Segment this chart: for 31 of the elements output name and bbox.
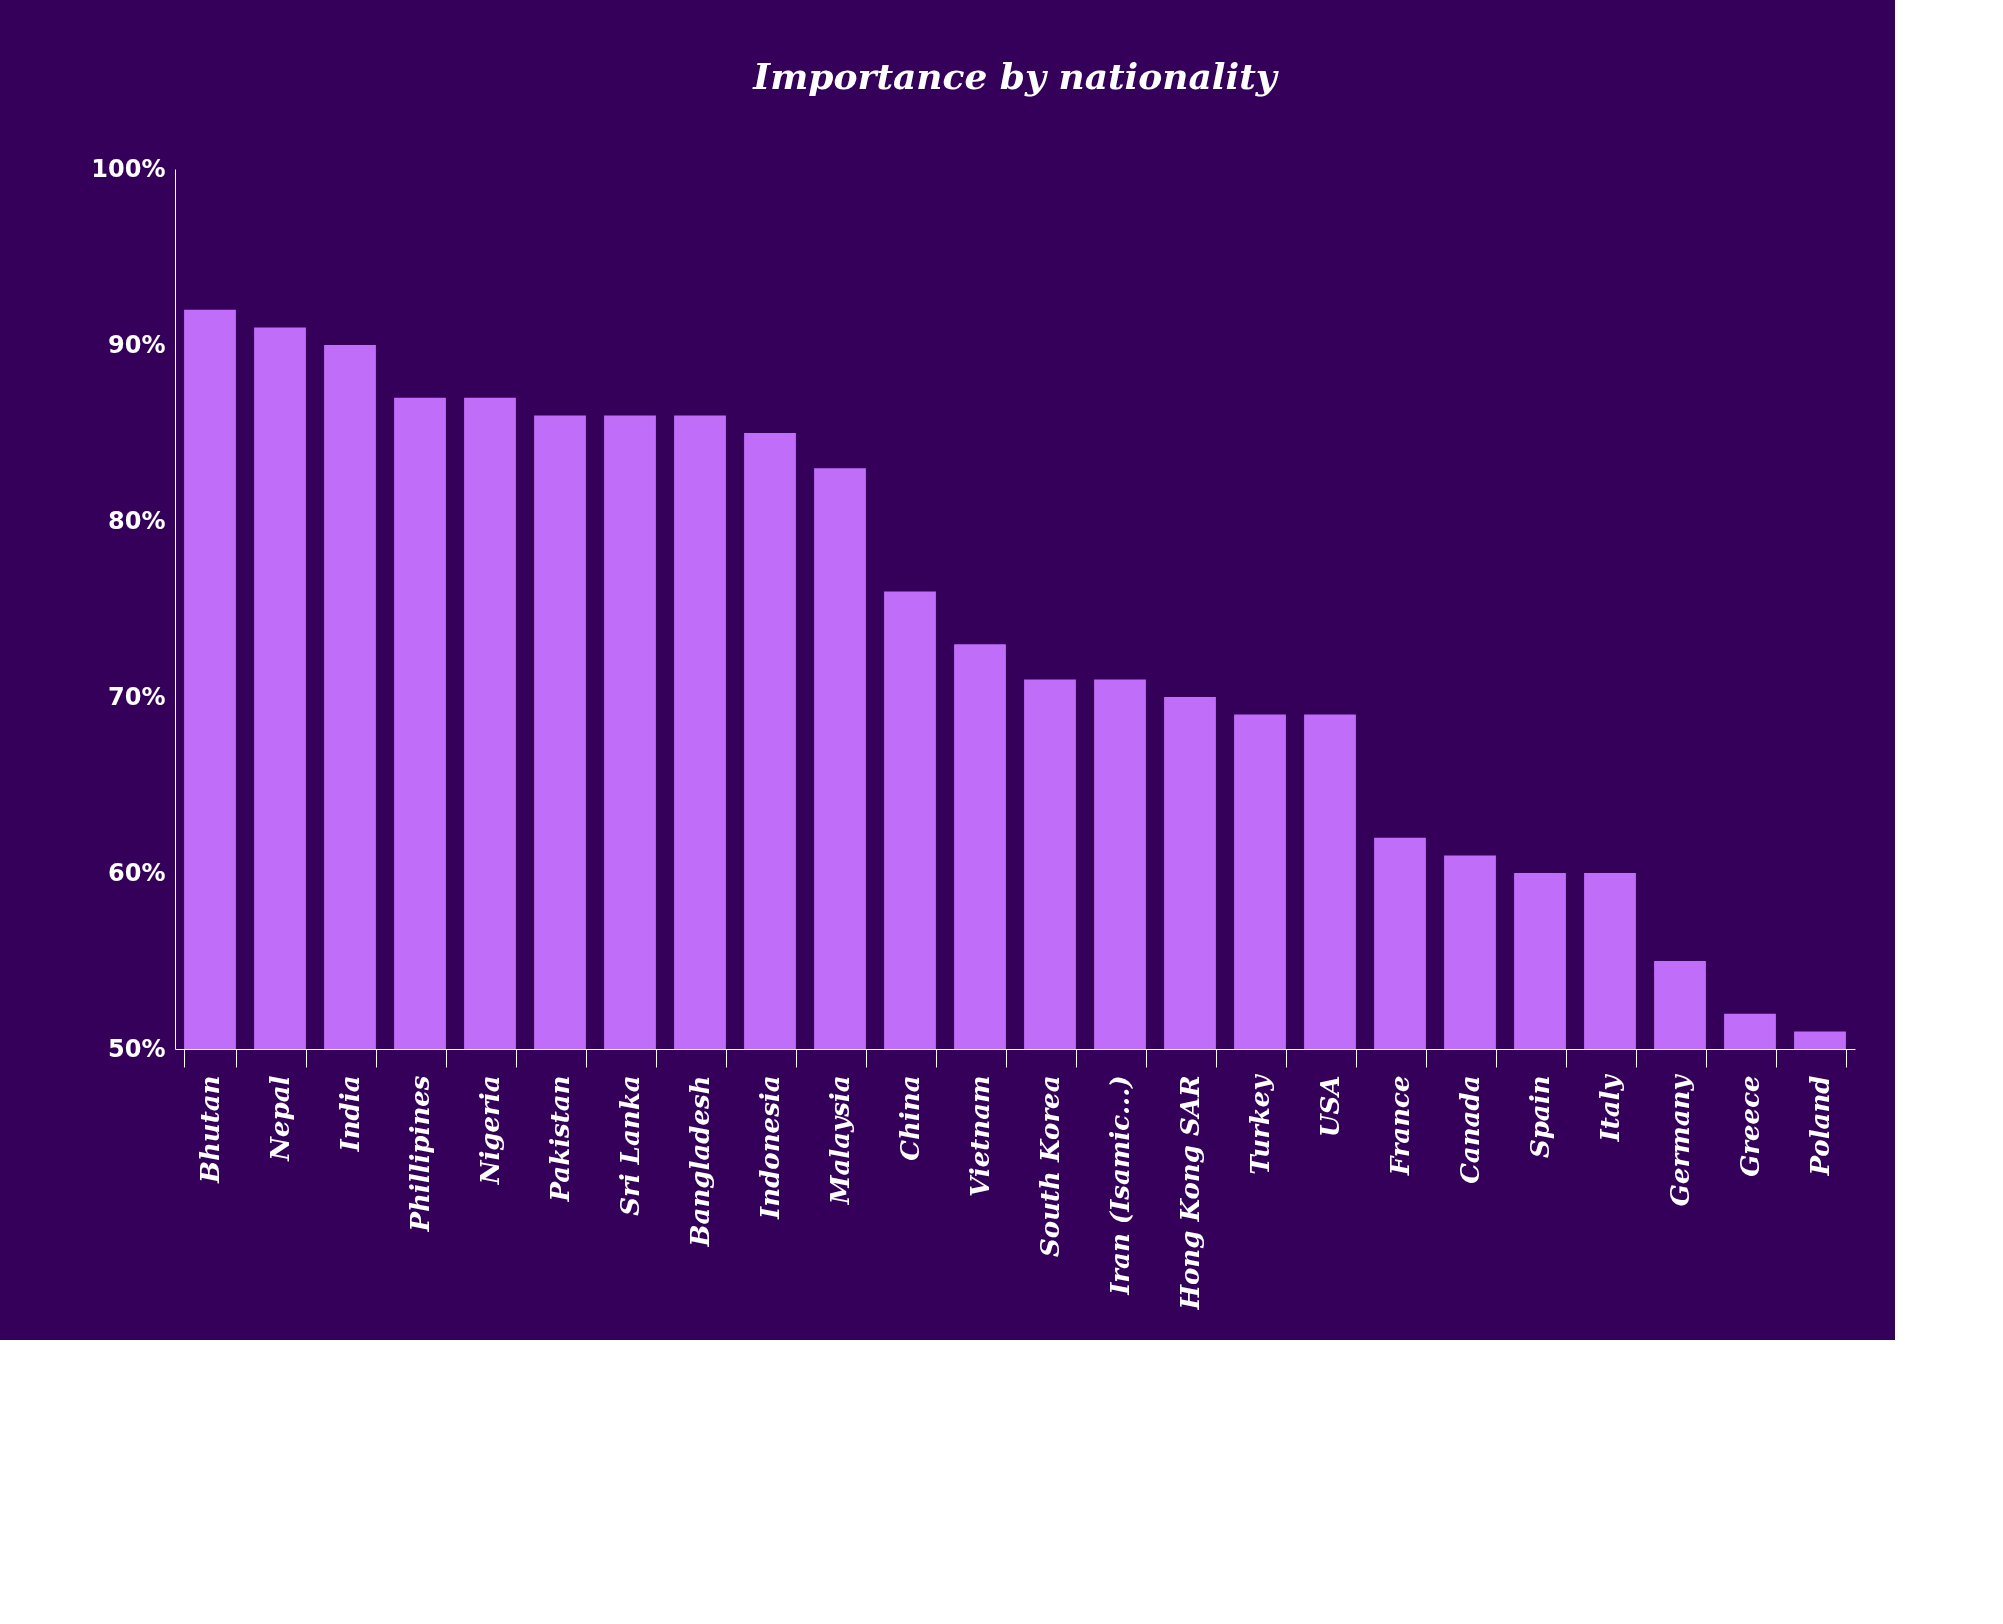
x-tick-label: Bangladesh — [684, 1075, 715, 1248]
x-tick-label: Poland — [1804, 1075, 1835, 1177]
x-tick-label: South Korea — [1034, 1075, 1065, 1257]
x-tick-label: Spain — [1524, 1075, 1555, 1159]
y-tick-label: 60% — [108, 858, 166, 887]
x-tick-label: Malaysia — [824, 1075, 855, 1206]
x-tick-label: Greece — [1734, 1075, 1765, 1177]
x-tick-label: Indonesia — [754, 1075, 785, 1220]
x-tick-label: Turkey — [1244, 1073, 1275, 1175]
x-tick-label: Nigeria — [474, 1075, 505, 1186]
x-tick-label: Canada — [1454, 1075, 1485, 1184]
x-tick-label: Iran (Isamic...) — [1104, 1075, 1135, 1296]
chart-title: Importance by nationality — [752, 55, 1279, 97]
x-tick-label: Hong Kong SAR — [1174, 1075, 1205, 1311]
x-tick-label: Nepal — [264, 1075, 295, 1162]
x-tick-label: Phillipines — [404, 1075, 435, 1233]
x-tick-label: Germany — [1664, 1073, 1695, 1207]
y-tick-label: 100% — [91, 154, 166, 183]
x-tick-label: India — [334, 1075, 365, 1153]
x-tick-label: Italy — [1594, 1073, 1625, 1143]
y-tick-label: 70% — [108, 682, 166, 711]
y-tick-label: 50% — [108, 1034, 166, 1063]
y-tick-label: 80% — [108, 506, 166, 535]
x-tick-label: France — [1384, 1075, 1415, 1177]
x-tick-label: USA — [1314, 1075, 1345, 1138]
x-tick-label: China — [894, 1075, 925, 1161]
x-tick-label: Pakistan — [544, 1075, 575, 1203]
x-tick-label: Vietnam — [964, 1075, 995, 1197]
y-tick-label: 90% — [108, 330, 166, 359]
x-tick-label: Sri Lanka — [614, 1075, 645, 1216]
x-tick-label: Bhutan — [194, 1075, 225, 1185]
